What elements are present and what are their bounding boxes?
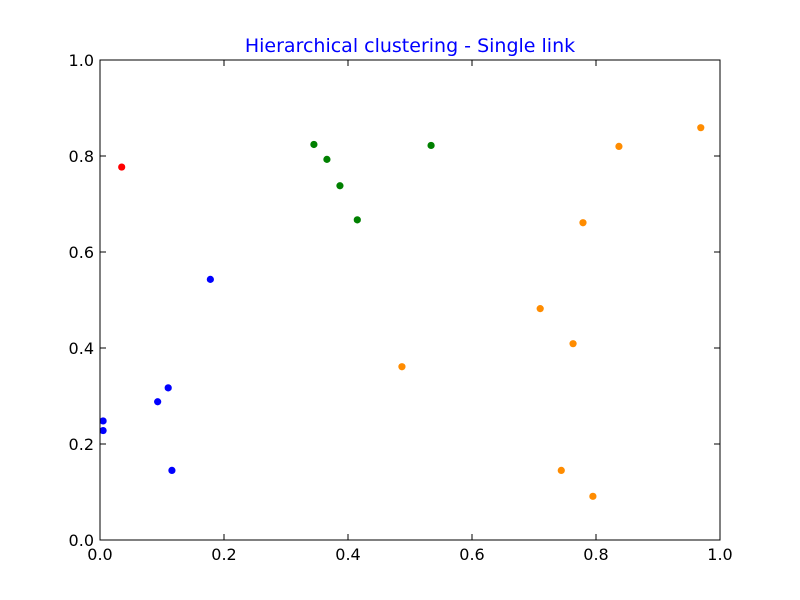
- y-tick-label: 0.2: [69, 435, 94, 454]
- cluster-4-point-2: [536, 305, 544, 313]
- x-tick-label: 0.4: [335, 545, 360, 564]
- x-tick-label: 0.8: [583, 545, 608, 564]
- ticks-layer: 0.0 0.2 0.4 0.6 0.8 1.0 0.0 0.2 0.4 0.6 0.8 1.0: [69, 51, 733, 564]
- y-tick-label: 1.0: [69, 51, 94, 70]
- x-tick-label: 0.0: [87, 545, 112, 564]
- cluster-2-point-1: [118, 163, 126, 171]
- cluster-1-point-3: [154, 398, 162, 406]
- cluster-3-point-3: [336, 182, 344, 190]
- cluster-4-point-6: [589, 492, 597, 500]
- points-layer: [99, 124, 705, 500]
- x-tick-label: 1.0: [707, 545, 732, 564]
- cluster-1-point-6: [206, 275, 214, 283]
- y-tick-label: 0.0: [69, 531, 94, 550]
- cluster-1-point-5: [168, 466, 176, 474]
- cluster-3-point-1: [310, 140, 318, 149]
- cluster-1-point-1: [99, 417, 107, 425]
- y-tick-label: 0.6: [69, 243, 94, 262]
- cluster-4-point-4: [569, 340, 577, 348]
- cluster-1-point-2: [99, 426, 107, 435]
- cluster-4-point-1: [398, 363, 406, 371]
- y-tick-label: 0.8: [69, 147, 94, 166]
- cluster-3-point-5: [427, 141, 435, 150]
- x-tick-label: 0.2: [211, 545, 236, 564]
- cluster-4-point-8: [697, 124, 705, 132]
- cluster-4-point-3: [557, 466, 565, 474]
- cluster-4-point-7: [615, 142, 623, 150]
- cluster-3-point-2: [323, 155, 331, 163]
- cluster-1-point-4: [164, 384, 172, 392]
- chart-title: Hierarchical clustering - Single link: [245, 35, 575, 57]
- cluster-4-point-5: [579, 219, 587, 227]
- plot-frame: [99, 59, 721, 541]
- y-tick-label: 0.4: [69, 339, 94, 358]
- x-tick-label: 0.6: [459, 545, 484, 564]
- cluster-3-point-4: [353, 216, 361, 224]
